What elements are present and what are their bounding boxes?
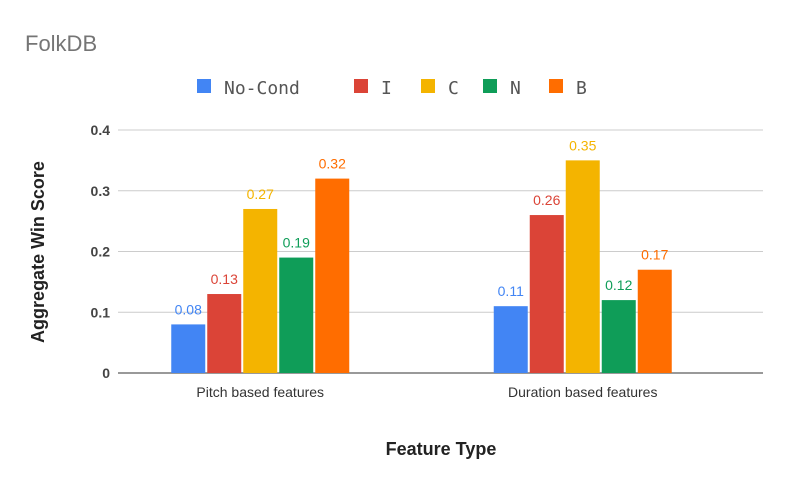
bar	[315, 178, 350, 373]
x-category-label: Duration based features	[508, 384, 657, 400]
legend-swatch	[421, 79, 435, 93]
y-axis-title: Aggregate Win Score	[28, 161, 48, 343]
legend-swatch	[549, 79, 563, 93]
bar	[171, 324, 206, 373]
bar	[207, 294, 242, 373]
y-axis-ticks: 0 0.1 0.2 0.3 0.4	[91, 122, 111, 381]
bar	[243, 208, 278, 373]
legend-label: B	[576, 78, 587, 99]
legend-label: N	[510, 78, 521, 99]
bar	[529, 215, 564, 373]
data-label: 0.32	[319, 156, 346, 172]
legend-label: C	[448, 78, 459, 99]
bar	[637, 269, 672, 373]
legend-swatch	[354, 79, 368, 93]
data-label: 0.08	[175, 301, 202, 317]
y-tick-label: 0.4	[91, 122, 111, 138]
bar	[565, 160, 600, 373]
bar	[493, 306, 528, 373]
data-label: 0.13	[211, 271, 238, 287]
bars	[171, 160, 672, 373]
y-tick-label: 0	[102, 365, 110, 381]
legend-label: I	[381, 78, 392, 99]
x-axis-categories: Pitch based features Duration based featu…	[196, 384, 657, 400]
legend-swatch	[483, 79, 497, 93]
data-label: 0.11	[498, 283, 524, 299]
y-tick-label: 0.2	[91, 244, 111, 260]
x-category-label: Pitch based features	[196, 384, 324, 400]
legend-label: No-Cond	[224, 78, 300, 99]
data-label: 0.12	[605, 277, 632, 293]
data-label: 0.35	[569, 137, 596, 153]
x-axis-title: Feature Type	[386, 439, 497, 459]
data-label: 0.17	[641, 247, 668, 263]
data-labels: 0.08 0.13 0.27 0.19 0.32 0.11 0.26 0.35 0.12 0.17	[175, 137, 669, 317]
data-label: 0.26	[533, 192, 560, 208]
legend: No-Cond I C N B	[197, 78, 587, 99]
bar	[601, 300, 636, 373]
chart-title: FolkDB	[25, 31, 97, 56]
bar	[279, 257, 314, 373]
data-label: 0.27	[247, 186, 274, 202]
y-tick-label: 0.1	[91, 304, 111, 320]
y-tick-label: 0.3	[91, 183, 111, 199]
data-label: 0.19	[283, 235, 310, 251]
legend-swatch	[197, 79, 211, 93]
